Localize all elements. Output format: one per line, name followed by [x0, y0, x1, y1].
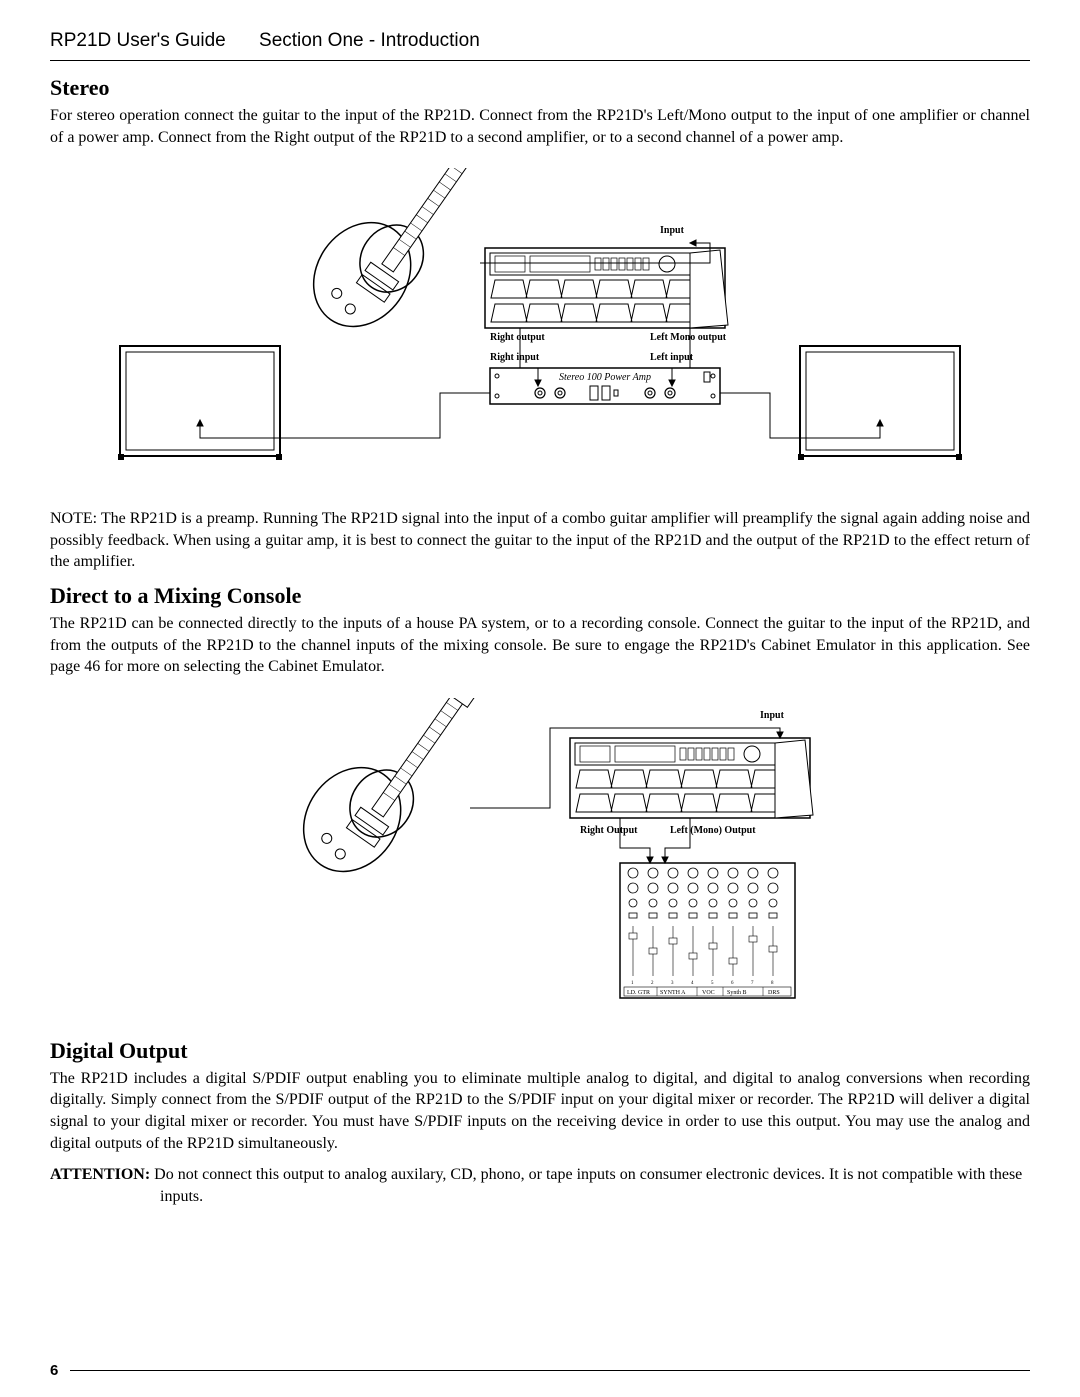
svg-text:Stereo 100 Power Amp: Stereo 100 Power Amp: [559, 372, 651, 383]
right-speaker-icon: [798, 346, 962, 460]
attention-text: Do not connect this output to analog aux…: [150, 1166, 1022, 1205]
svg-text:LD. GTR: LD. GTR: [627, 990, 650, 996]
stereo-diagram: Stereo 100 Power Amp Input Right output …: [90, 168, 990, 478]
diagram2-input-label: Input: [760, 710, 785, 721]
header-title-left: RP21D User's Guide: [50, 30, 226, 51]
diagram2-left-mono-output-label: Left (Mono) Output: [670, 825, 756, 836]
digital-heading: Digital Output: [50, 1038, 1030, 1064]
svg-text:SYNTH A: SYNTH A: [660, 990, 686, 996]
rp21d-unit-icon-2: [570, 738, 813, 818]
mixing-heading: Direct to a Mixing Console: [50, 583, 1030, 609]
power-amp-icon: Stereo 100 Power Amp: [490, 368, 720, 404]
mixing-body: The RP21D can be connected directly to t…: [50, 613, 1030, 678]
rp21d-unit-icon: [485, 248, 728, 328]
svg-text:VOC: VOC: [702, 990, 715, 996]
stereo-body: For stereo operation connect the guitar …: [50, 105, 1030, 148]
diagram1-input-label: Input: [660, 225, 685, 236]
diagram1-right-input-label: Right input: [490, 352, 540, 363]
page-header: RP21D User's Guide Section One - Introdu…: [50, 30, 1030, 61]
guitar-icon: [294, 168, 501, 345]
stereo-note: NOTE: The RP21D is a preamp. Running The…: [50, 508, 1030, 573]
page-number: 6: [50, 1362, 58, 1379]
diagram1-right-output-label: Right output: [490, 332, 545, 343]
diagram1-left-mono-output-label: Left Mono output: [650, 332, 727, 343]
svg-text:DRS: DRS: [768, 990, 780, 996]
guitar-icon-2: [284, 698, 491, 890]
attention-block: ATTENTION: Do not connect this output to…: [50, 1164, 1030, 1207]
footer-rule: [70, 1370, 1030, 1371]
diagram1-left-input-label: Left input: [650, 352, 694, 363]
stereo-heading: Stereo: [50, 75, 1030, 101]
attention-label: ATTENTION:: [50, 1166, 150, 1183]
digital-body: The RP21D includes a digital S/PDIF outp…: [50, 1068, 1030, 1154]
header-title-right: Section One - Introduction: [259, 30, 480, 51]
mixing-console-icon: 12 34 56 78 LD. GTR SYNTH A VOC Synth B …: [620, 863, 795, 998]
mixing-diagram: 12 34 56 78 LD. GTR SYNTH A VOC Synth B …: [190, 698, 890, 1008]
diagram2-right-output-label: Right Output: [580, 825, 638, 836]
left-speaker-icon: [118, 346, 282, 460]
svg-text:Synth B: Synth B: [727, 990, 747, 996]
